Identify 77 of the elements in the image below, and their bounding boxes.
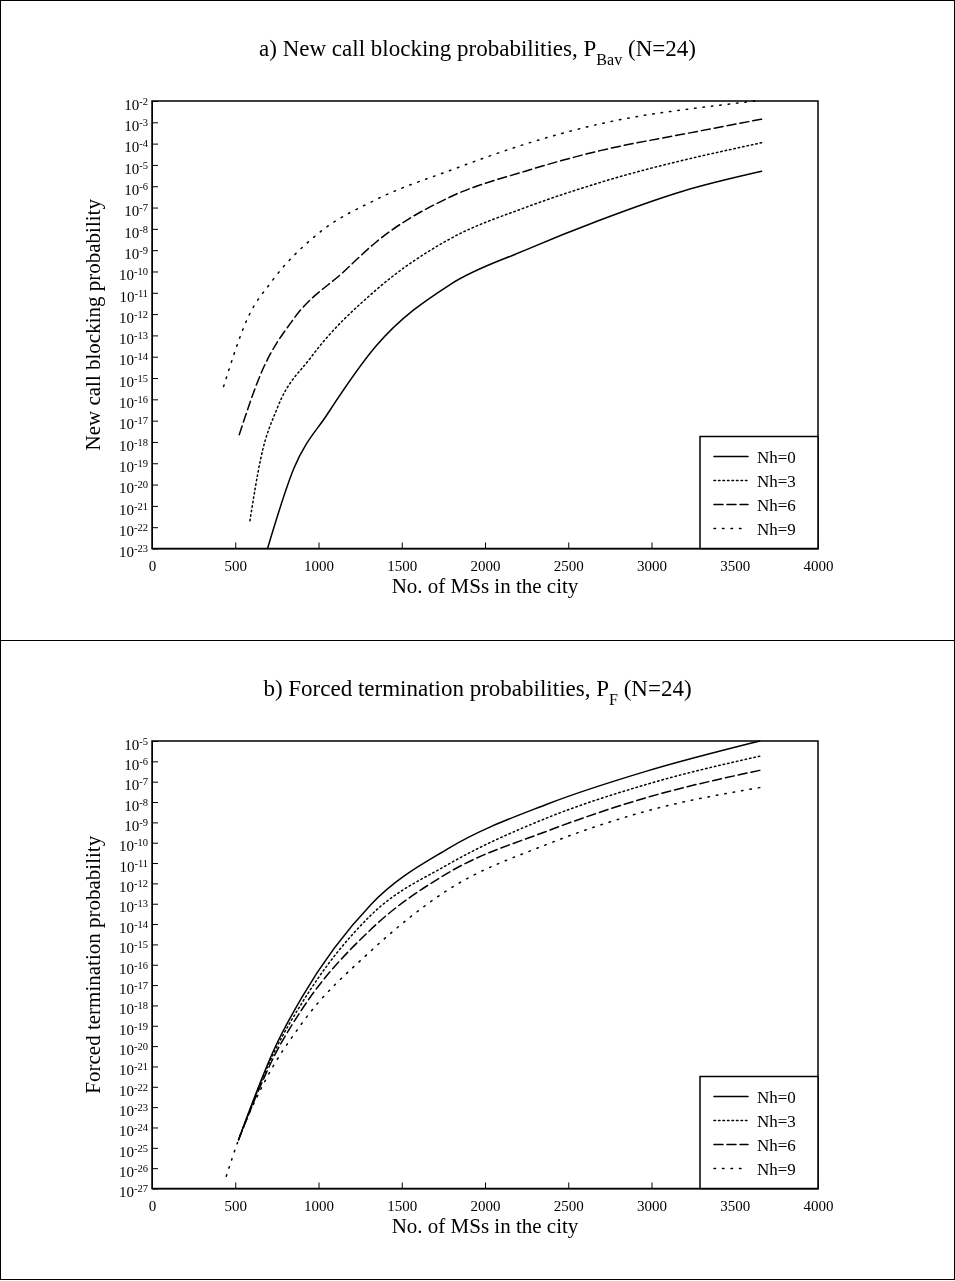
y-tick-label: 10$^{-3}$ (124, 116, 148, 135)
y-axis-title: Forced termination probability (81, 834, 105, 1094)
legend-label: Nh=0 (757, 1087, 796, 1106)
legend-label: Nh=6 (757, 495, 796, 515)
y-tick-label: 10$^{-6}$ (124, 755, 148, 773)
x-tick-label: 2000 (470, 558, 501, 574)
y-tick-label: 10$^{-10}$ (119, 836, 148, 854)
x-tick-label: 1000 (304, 1197, 334, 1214)
legend-label: Nh=9 (757, 1159, 796, 1178)
x-tick-label: 0 (148, 1197, 157, 1214)
x-tick-label: 500 (224, 1197, 247, 1214)
x-tick-label: 3500 (720, 558, 751, 574)
y-tick-label: 10$^{-18}$ (119, 436, 148, 454)
x-tick-label: 3000 (637, 558, 667, 574)
y-tick-label: 10$^{-26}$ (119, 1161, 148, 1180)
chart-title: b) Forced termination probabilities, P$_{F}$ (N=24) (263, 675, 692, 707)
x-tick-label: 1500 (387, 558, 418, 574)
x-axis-title: No. of MSs in the city (391, 573, 579, 598)
y-tick-label: 10$^{-7}$ (124, 201, 148, 220)
legend-label: Nh=3 (757, 471, 796, 491)
y-tick-label: 10$^{-27}$ (119, 1182, 148, 1200)
x-tick-label: 4000 (803, 558, 834, 574)
y-tick-label: 10$^{-8}$ (124, 795, 148, 814)
y-tick-label: 10$^{-11}$ (119, 287, 148, 305)
y-tick-label: 10$^{-21}$ (119, 500, 148, 518)
y-tick-label: 10$^{-12}$ (119, 877, 148, 895)
x-tick-label: 0 (148, 558, 157, 574)
y-tick-label: 10$^{-14}$ (119, 350, 149, 369)
y-tick-label: 10$^{-17}$ (119, 978, 148, 997)
y-tick-label: 10$^{-2}$ (124, 95, 148, 113)
y-tick-label: 10$^{-13}$ (119, 897, 148, 915)
x-tick-label: 4000 (803, 1197, 834, 1214)
y-tick-label: 10$^{-22}$ (119, 1080, 148, 1099)
y-tick-label: 10$^{-16}$ (119, 958, 148, 976)
x-tick-label: 2000 (470, 1197, 501, 1214)
legend-label: Nh=0 (757, 447, 796, 467)
chart-title: a) New call blocking probabilities, P$_{Bav}$ (N=24) (259, 36, 696, 68)
y-tick-label: 10$^{-22}$ (119, 521, 148, 539)
y-tick-label: 10$^{-5}$ (124, 159, 148, 177)
y-tick-label: 10$^{-8}$ (124, 223, 148, 241)
y-tick-label: 10$^{-19}$ (119, 1019, 148, 1038)
y-tick-label: 10$^{-11}$ (119, 856, 148, 875)
y-tick-label: 10$^{-24}$ (119, 1121, 149, 1139)
y-tick-label: 10$^{-20}$ (119, 478, 148, 497)
y-tick-label: 10$^{-15}$ (119, 938, 148, 956)
y-tick-label: 10$^{-7}$ (124, 775, 148, 793)
y-tick-label: 10$^{-25}$ (119, 1141, 148, 1160)
legend-label: Nh=6 (757, 1135, 796, 1154)
y-tick-label: 10$^{-5}$ (124, 734, 148, 753)
y-tick-label: 10$^{-16}$ (119, 393, 148, 412)
y-tick-label: 10$^{-10}$ (119, 265, 148, 284)
y-tick-label: 10$^{-9}$ (124, 816, 148, 834)
legend-label: Nh=9 (757, 519, 796, 539)
x-tick-label: 3000 (637, 1197, 667, 1214)
y-tick-label: 10$^{-23}$ (119, 1100, 148, 1119)
x-tick-label: 2500 (553, 1197, 584, 1214)
x-tick-label: 2500 (553, 558, 584, 574)
y-tick-label: 10$^{-23}$ (119, 542, 148, 561)
y-tick-label: 10$^{-15}$ (119, 372, 148, 390)
y-tick-label: 10$^{-14}$ (119, 917, 149, 936)
y-tick-label: 10$^{-9}$ (124, 244, 148, 262)
y-tick-label: 10$^{-6}$ (124, 180, 148, 198)
x-tick-label: 500 (224, 558, 247, 574)
y-tick-label: 10$^{-12}$ (119, 308, 148, 326)
y-tick-label: 10$^{-17}$ (119, 414, 148, 433)
y-tick-label: 10$^{-13}$ (119, 329, 148, 348)
x-axis-title: No. of MSs in the city (391, 1213, 579, 1237)
x-tick-label: 1500 (387, 1197, 418, 1214)
y-tick-label: 10$^{-21}$ (119, 1060, 148, 1078)
y-tick-label: 10$^{-4}$ (124, 137, 149, 156)
x-tick-label: 3500 (720, 1197, 751, 1214)
y-tick-label: 10$^{-19}$ (119, 457, 148, 476)
y-tick-label: 10$^{-20}$ (119, 1039, 148, 1058)
x-tick-label: 1000 (304, 558, 334, 574)
legend-label: Nh=3 (757, 1111, 796, 1130)
y-axis-title: New call blocking probability (81, 198, 105, 451)
y-tick-label: 10$^{-18}$ (119, 999, 148, 1017)
